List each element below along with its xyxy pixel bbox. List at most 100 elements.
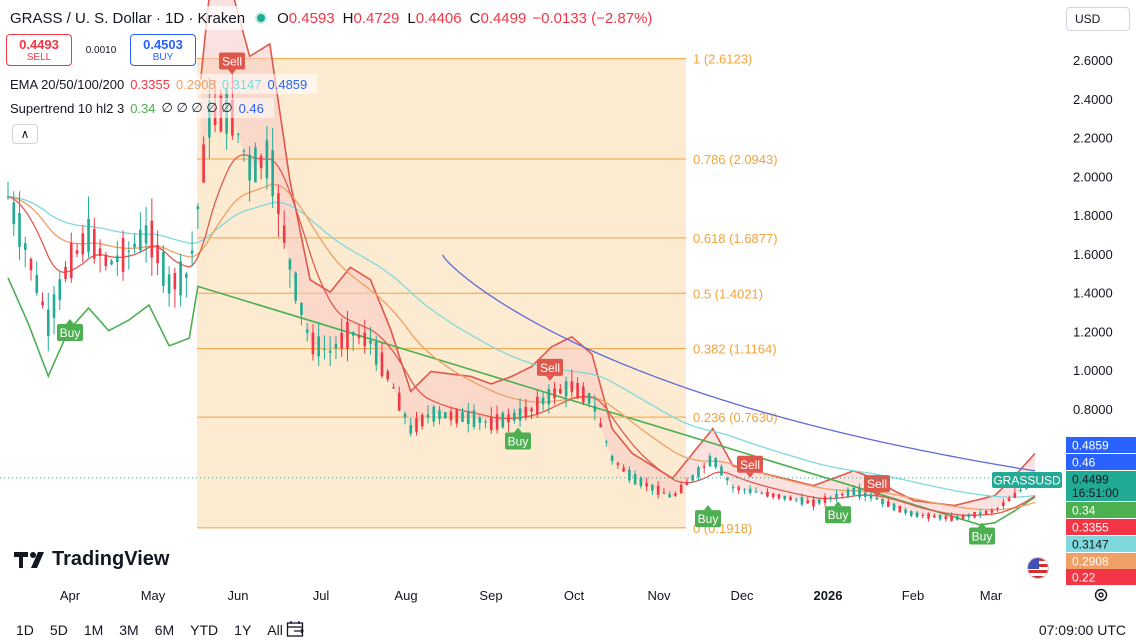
timeframe-5d[interactable]: 5D [49, 622, 68, 638]
candle-body [334, 344, 338, 349]
candle-body [185, 273, 188, 278]
supertrend-legend[interactable]: Supertrend 10 hl2 3 0.34 ∅ ∅ ∅ ∅ ∅ 0.46 [6, 98, 274, 118]
candle-body [190, 250, 194, 254]
candle-body [737, 487, 740, 491]
candle-body [524, 406, 528, 418]
timeframe-6m[interactable]: 6M [154, 622, 175, 638]
market-status-icon [255, 12, 268, 24]
candle-body [679, 484, 683, 494]
utc-clock[interactable]: 07:09:00 UTC [1038, 622, 1126, 638]
open-label: O [277, 9, 289, 27]
timeframe-1m[interactable]: 1M [83, 622, 104, 638]
tradingview-logo[interactable]: TradingView [14, 548, 169, 571]
candle-body [12, 202, 16, 225]
candle-body [858, 488, 861, 498]
candle-body [116, 255, 119, 262]
timeframe-1y[interactable]: 1Y [234, 622, 252, 638]
candle-body [162, 252, 165, 286]
sell-signal: Sell [737, 455, 763, 478]
candle-body [651, 484, 654, 491]
candle-body [720, 466, 723, 476]
x-tick-label: Oct [564, 588, 585, 603]
candles [6, 72, 1034, 522]
candle-body [432, 406, 436, 422]
timeframe-ytd[interactable]: YTD [190, 622, 219, 638]
candle-body [628, 469, 631, 481]
supertrend-up-value: 0.34 [130, 100, 156, 116]
candle-body [938, 515, 942, 520]
candle-body [702, 466, 706, 468]
sell-button[interactable]: 0.4493 SELL [6, 34, 72, 66]
tradingview-logo-text: TradingView [52, 548, 170, 570]
ema200-line [441, 254, 1036, 472]
low-label: L [407, 9, 416, 27]
candle-body [933, 515, 936, 518]
candle-body [760, 493, 764, 495]
currency-selector[interactable]: USD [1066, 7, 1130, 31]
candle-body [898, 505, 902, 513]
candle-body [944, 516, 948, 520]
candle-body [766, 491, 769, 497]
svg-text:Buy: Buy [828, 508, 849, 522]
fib-level-label: 1 (2.6123) [693, 52, 752, 67]
close-label: C [469, 9, 481, 27]
ema100-line [7, 196, 1036, 498]
candle-body [921, 515, 925, 517]
symbol-header: GRASS / U. S. Dollar · 1D · Kraken O 0.45… [6, 6, 663, 30]
candle-body [144, 225, 148, 244]
candle-body [812, 499, 815, 507]
x-tick-label: Dec [730, 588, 754, 603]
currency-selector-label: USD [1075, 12, 1101, 26]
candle-body [87, 218, 90, 253]
ema100-value: 0.3147 [221, 76, 262, 92]
candle-body [466, 410, 470, 425]
axis-price-tag: 0.4859 [1066, 437, 1136, 453]
candle-body [259, 156, 263, 169]
svg-text:Buy: Buy [698, 512, 719, 526]
candle-body [886, 501, 890, 507]
timeframe-all[interactable]: All [267, 622, 283, 638]
candle-body [340, 333, 344, 349]
buy-button[interactable]: 0.4503 BUY [130, 34, 196, 66]
axis-price-tag: 0.46 [1066, 454, 1136, 470]
candle-body [731, 487, 735, 489]
ema-legend[interactable]: EMA 20/50/100/200 0.3355 0.2908 0.3147 0… [6, 74, 318, 94]
candle-body [570, 381, 574, 393]
fib-level-label: 0.382 (1.1164) [693, 342, 777, 357]
fib-level-label: 0.236 (0.7630) [693, 410, 778, 425]
us-flag-icon [1027, 557, 1049, 579]
high-label: H [342, 9, 354, 27]
timeframe-1d[interactable]: 1D [16, 622, 34, 638]
sell-signal: Sell [219, 52, 245, 75]
candle-body [484, 421, 487, 423]
symbol-title[interactable]: GRASS / U. S. Dollar · 1D · Kraken [10, 9, 246, 27]
svg-text:0.2908: 0.2908 [1072, 555, 1109, 569]
supertrend-down-value: 0.46 [238, 100, 264, 116]
candle-body [300, 302, 303, 315]
x-tick-label: Apr [60, 588, 81, 603]
candle-body [875, 497, 879, 500]
ema-label: EMA 20/50/100/200 [10, 76, 125, 92]
candle-body [127, 250, 131, 252]
candle-body [208, 100, 211, 138]
candle-body [789, 496, 792, 501]
candle-body [23, 243, 27, 250]
chevron-up-icon: ∧ [20, 127, 30, 141]
collapse-legend-button[interactable]: ∧ [12, 124, 38, 144]
candle-body [984, 510, 988, 515]
x-tick-label: Jul [313, 588, 330, 603]
candle-body [674, 493, 677, 496]
calendar-range-icon[interactable] [286, 620, 306, 638]
candle-body [196, 206, 200, 210]
y-tick-label: 2.4000 [1073, 92, 1113, 107]
timeframe-3m[interactable]: 3M [119, 622, 139, 638]
candle-body [979, 512, 982, 515]
y-tick-label: 1.0000 [1073, 363, 1113, 378]
settings-gear-icon[interactable] [1092, 586, 1110, 604]
candle-body [81, 233, 85, 255]
candle-body [823, 496, 827, 503]
fib-level-label: 0.5 (1.4021) [693, 286, 763, 301]
candle-body [817, 499, 821, 504]
candle-body [173, 273, 177, 290]
